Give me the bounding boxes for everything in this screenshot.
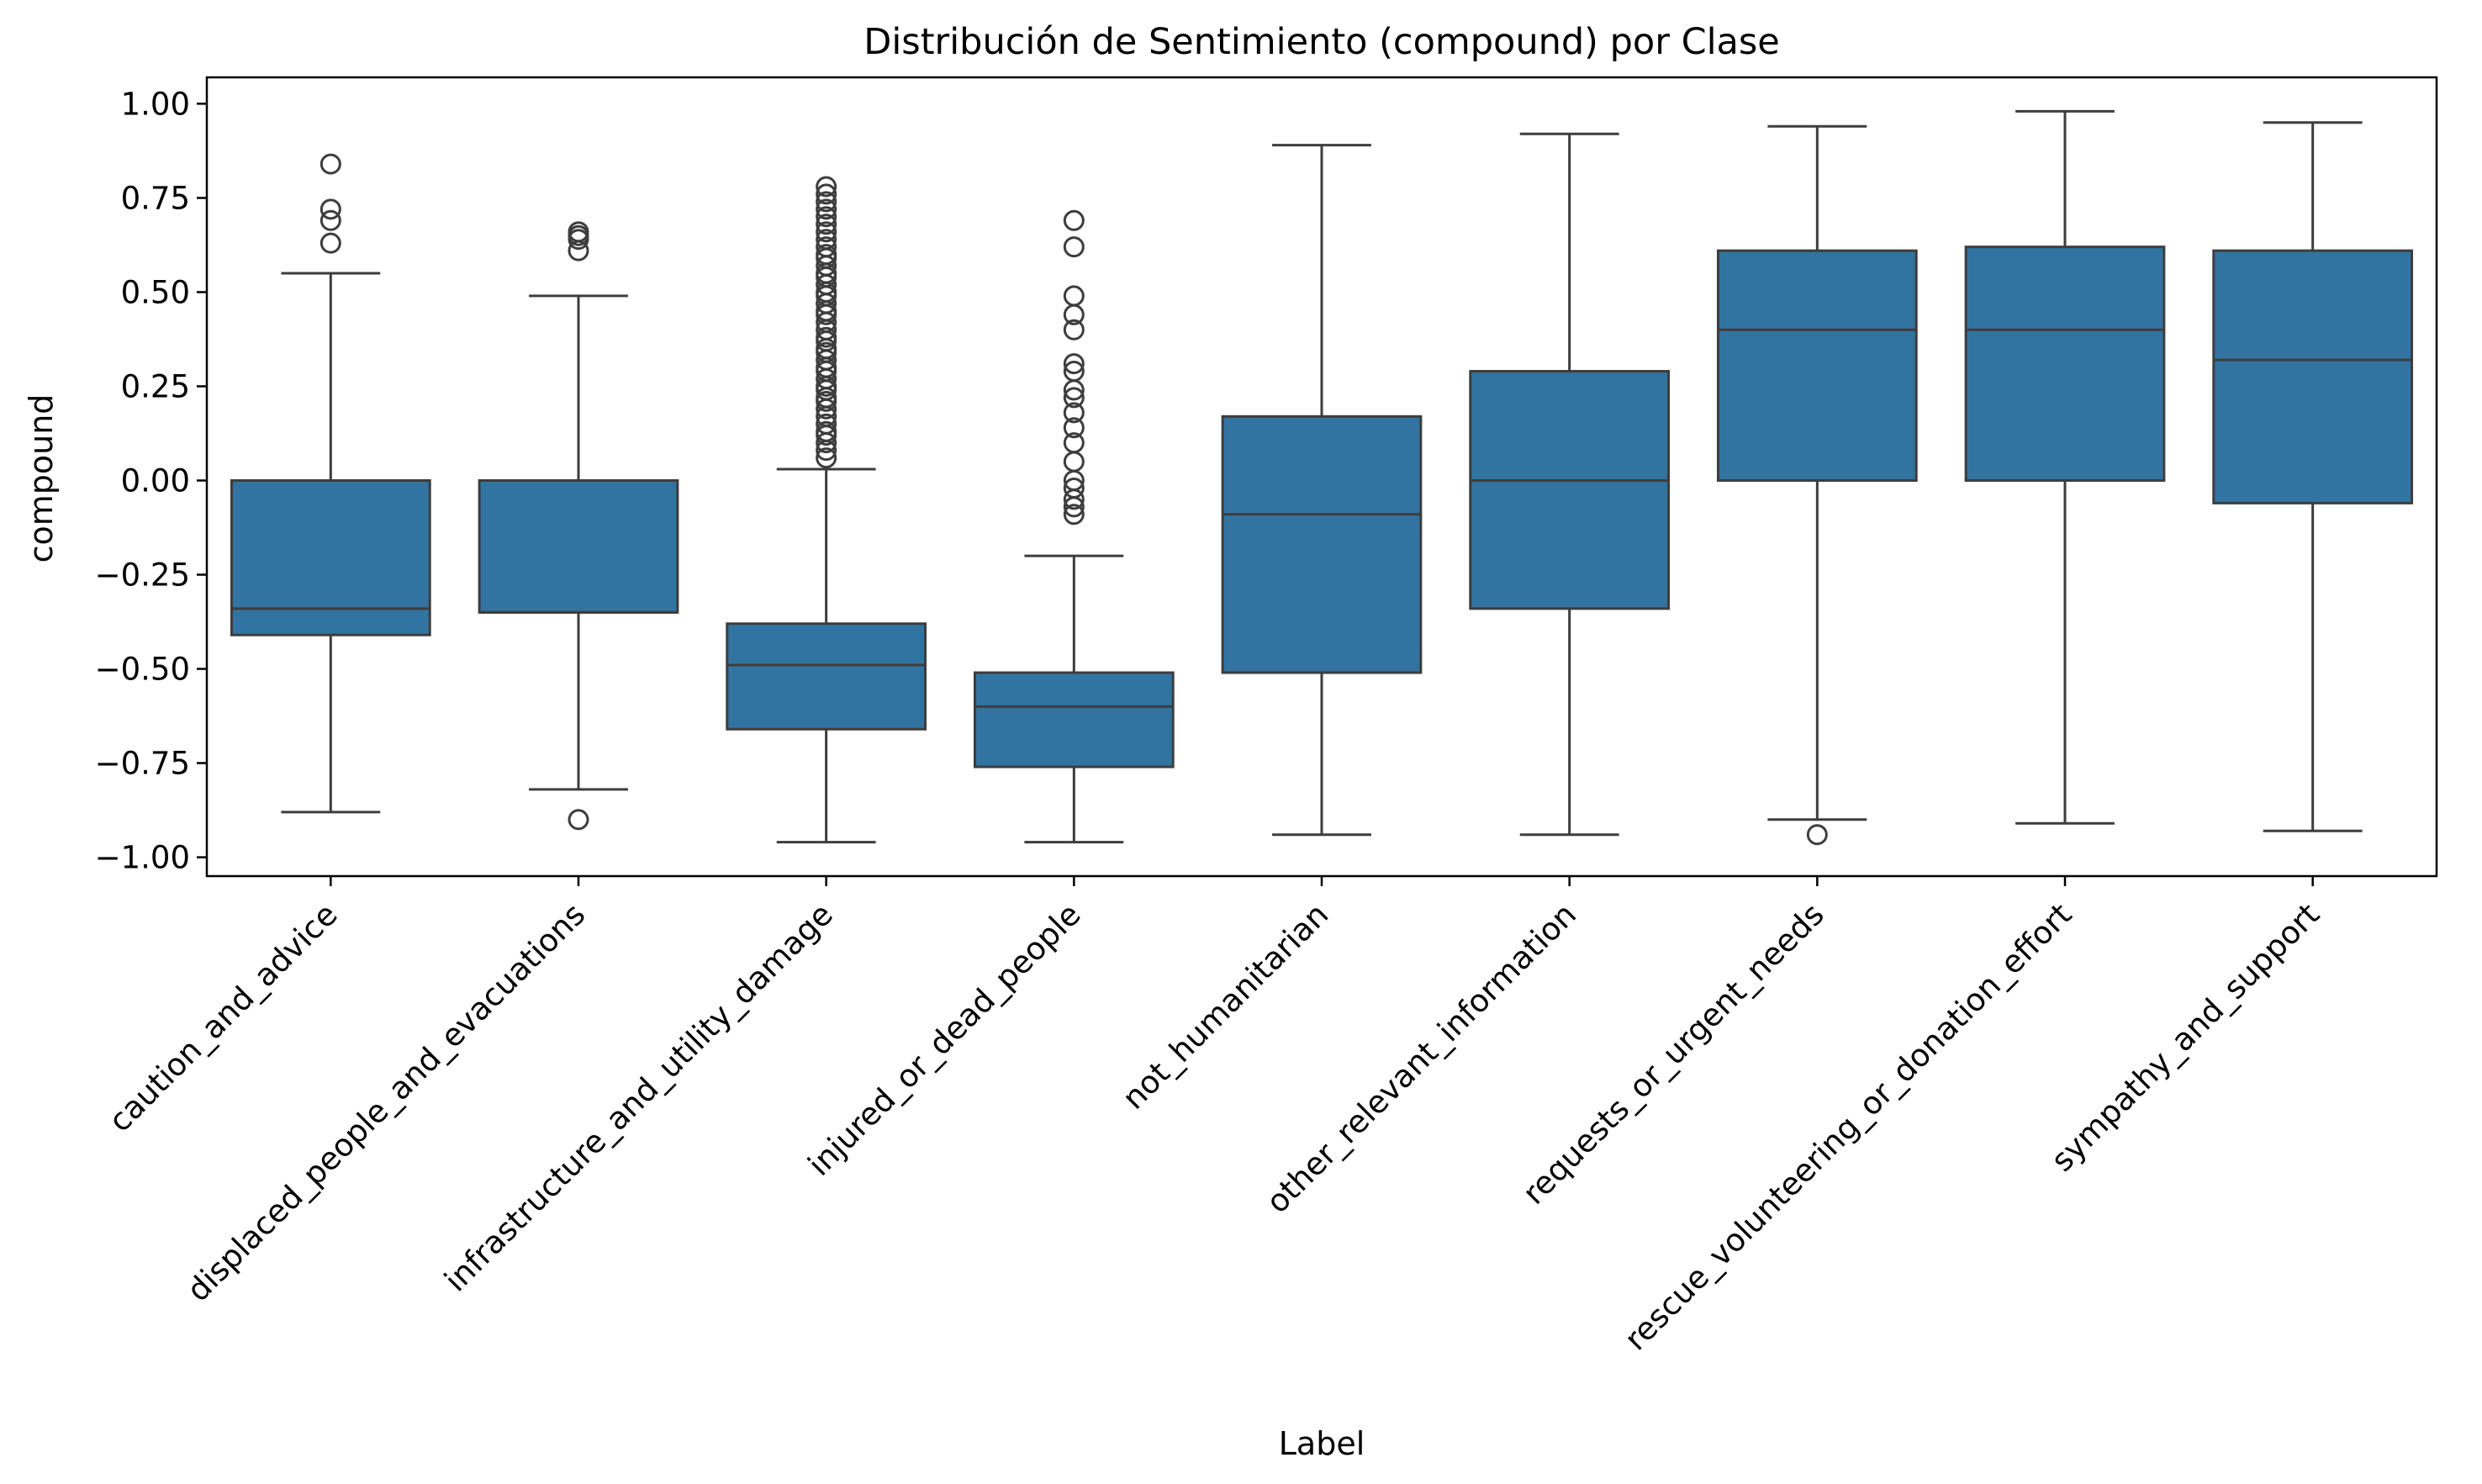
- outlier-point: [816, 183, 837, 205]
- outlier-point: [1063, 451, 1085, 473]
- outlier-point: [816, 413, 837, 435]
- outlier-point: [1063, 353, 1085, 375]
- outlier-point: [1063, 319, 1085, 341]
- x-tick-label: rescue_volunteering_or_donation_effort: [1618, 896, 2079, 1358]
- box: [1221, 415, 1423, 674]
- box: [478, 478, 679, 614]
- outlier-point: [1063, 236, 1085, 258]
- outlier-point: [816, 221, 837, 243]
- outlier-point: [319, 209, 341, 231]
- box: [2212, 249, 2414, 504]
- y-tick-label: −1.00: [95, 840, 190, 876]
- outlier-point: [816, 198, 837, 220]
- y-tick-label: 1.00: [121, 86, 190, 122]
- y-tick-label: −0.25: [95, 557, 190, 594]
- y-tick-label: 0.50: [121, 274, 190, 310]
- outlier-point: [1063, 387, 1085, 409]
- outlier-point: [816, 420, 837, 442]
- x-tick-label: caution_and_advice: [102, 896, 345, 1139]
- outlier-point: [568, 809, 589, 831]
- box: [726, 622, 927, 731]
- outlier-point: [319, 232, 341, 254]
- outlier-point: [1063, 361, 1085, 383]
- plot-frame: [205, 76, 2438, 878]
- y-tick-label: −0.75: [95, 746, 190, 782]
- chart-title: Distribución de Sentimiento (compound) p…: [863, 21, 1780, 63]
- outlier-point: [319, 198, 341, 220]
- outlier-point: [816, 447, 837, 469]
- box: [1964, 246, 2166, 482]
- y-tick-label: 0.00: [121, 462, 190, 499]
- box: [973, 671, 1175, 768]
- x-tick-label: requests_or_urgent_needs: [1516, 896, 1831, 1212]
- outlier-point: [1063, 477, 1085, 499]
- outlier-point: [1063, 432, 1085, 454]
- box: [1469, 370, 1671, 610]
- y-axis-label: compound: [23, 394, 60, 563]
- outlier-point: [1063, 417, 1085, 439]
- outlier-point: [568, 221, 589, 243]
- outlier-point: [1063, 504, 1085, 525]
- outlier-point: [816, 326, 837, 348]
- outlier-point: [816, 214, 837, 235]
- outlier-point: [816, 244, 837, 266]
- outlier-point: [1063, 402, 1085, 424]
- x-tick-label: sympathy_and_support: [2044, 896, 2326, 1179]
- x-tick-label: infrastructure_and_utility_damage: [437, 896, 840, 1299]
- outlier-point: [816, 236, 837, 258]
- x-tick-label: not_humanitarian: [1116, 896, 1336, 1117]
- box: [230, 478, 431, 636]
- outlier-point: [319, 153, 341, 175]
- x-tick-label: injured_or_dead_people: [801, 896, 1088, 1183]
- outlier-point: [1063, 209, 1085, 231]
- box: [1716, 249, 1918, 482]
- outlier-point: [1063, 285, 1085, 307]
- outlier-point: [816, 176, 837, 198]
- y-tick-label: 0.75: [121, 180, 190, 216]
- outlier-point: [1806, 824, 1828, 846]
- outlier-point: [816, 229, 837, 251]
- x-axis-label: Label: [1279, 1425, 1365, 1462]
- x-tick-label: displaced_people_and_evacuations: [180, 896, 592, 1308]
- outlier-point: [816, 206, 837, 228]
- y-tick-label: 0.25: [121, 368, 190, 404]
- outlier-point: [816, 191, 837, 213]
- y-tick-label: −0.50: [95, 652, 190, 688]
- plot-area: 1.00 0.75 0.50 0.25 0.00 −0.25 −0.50 −0.75 −1.00…: [95, 86, 2414, 1358]
